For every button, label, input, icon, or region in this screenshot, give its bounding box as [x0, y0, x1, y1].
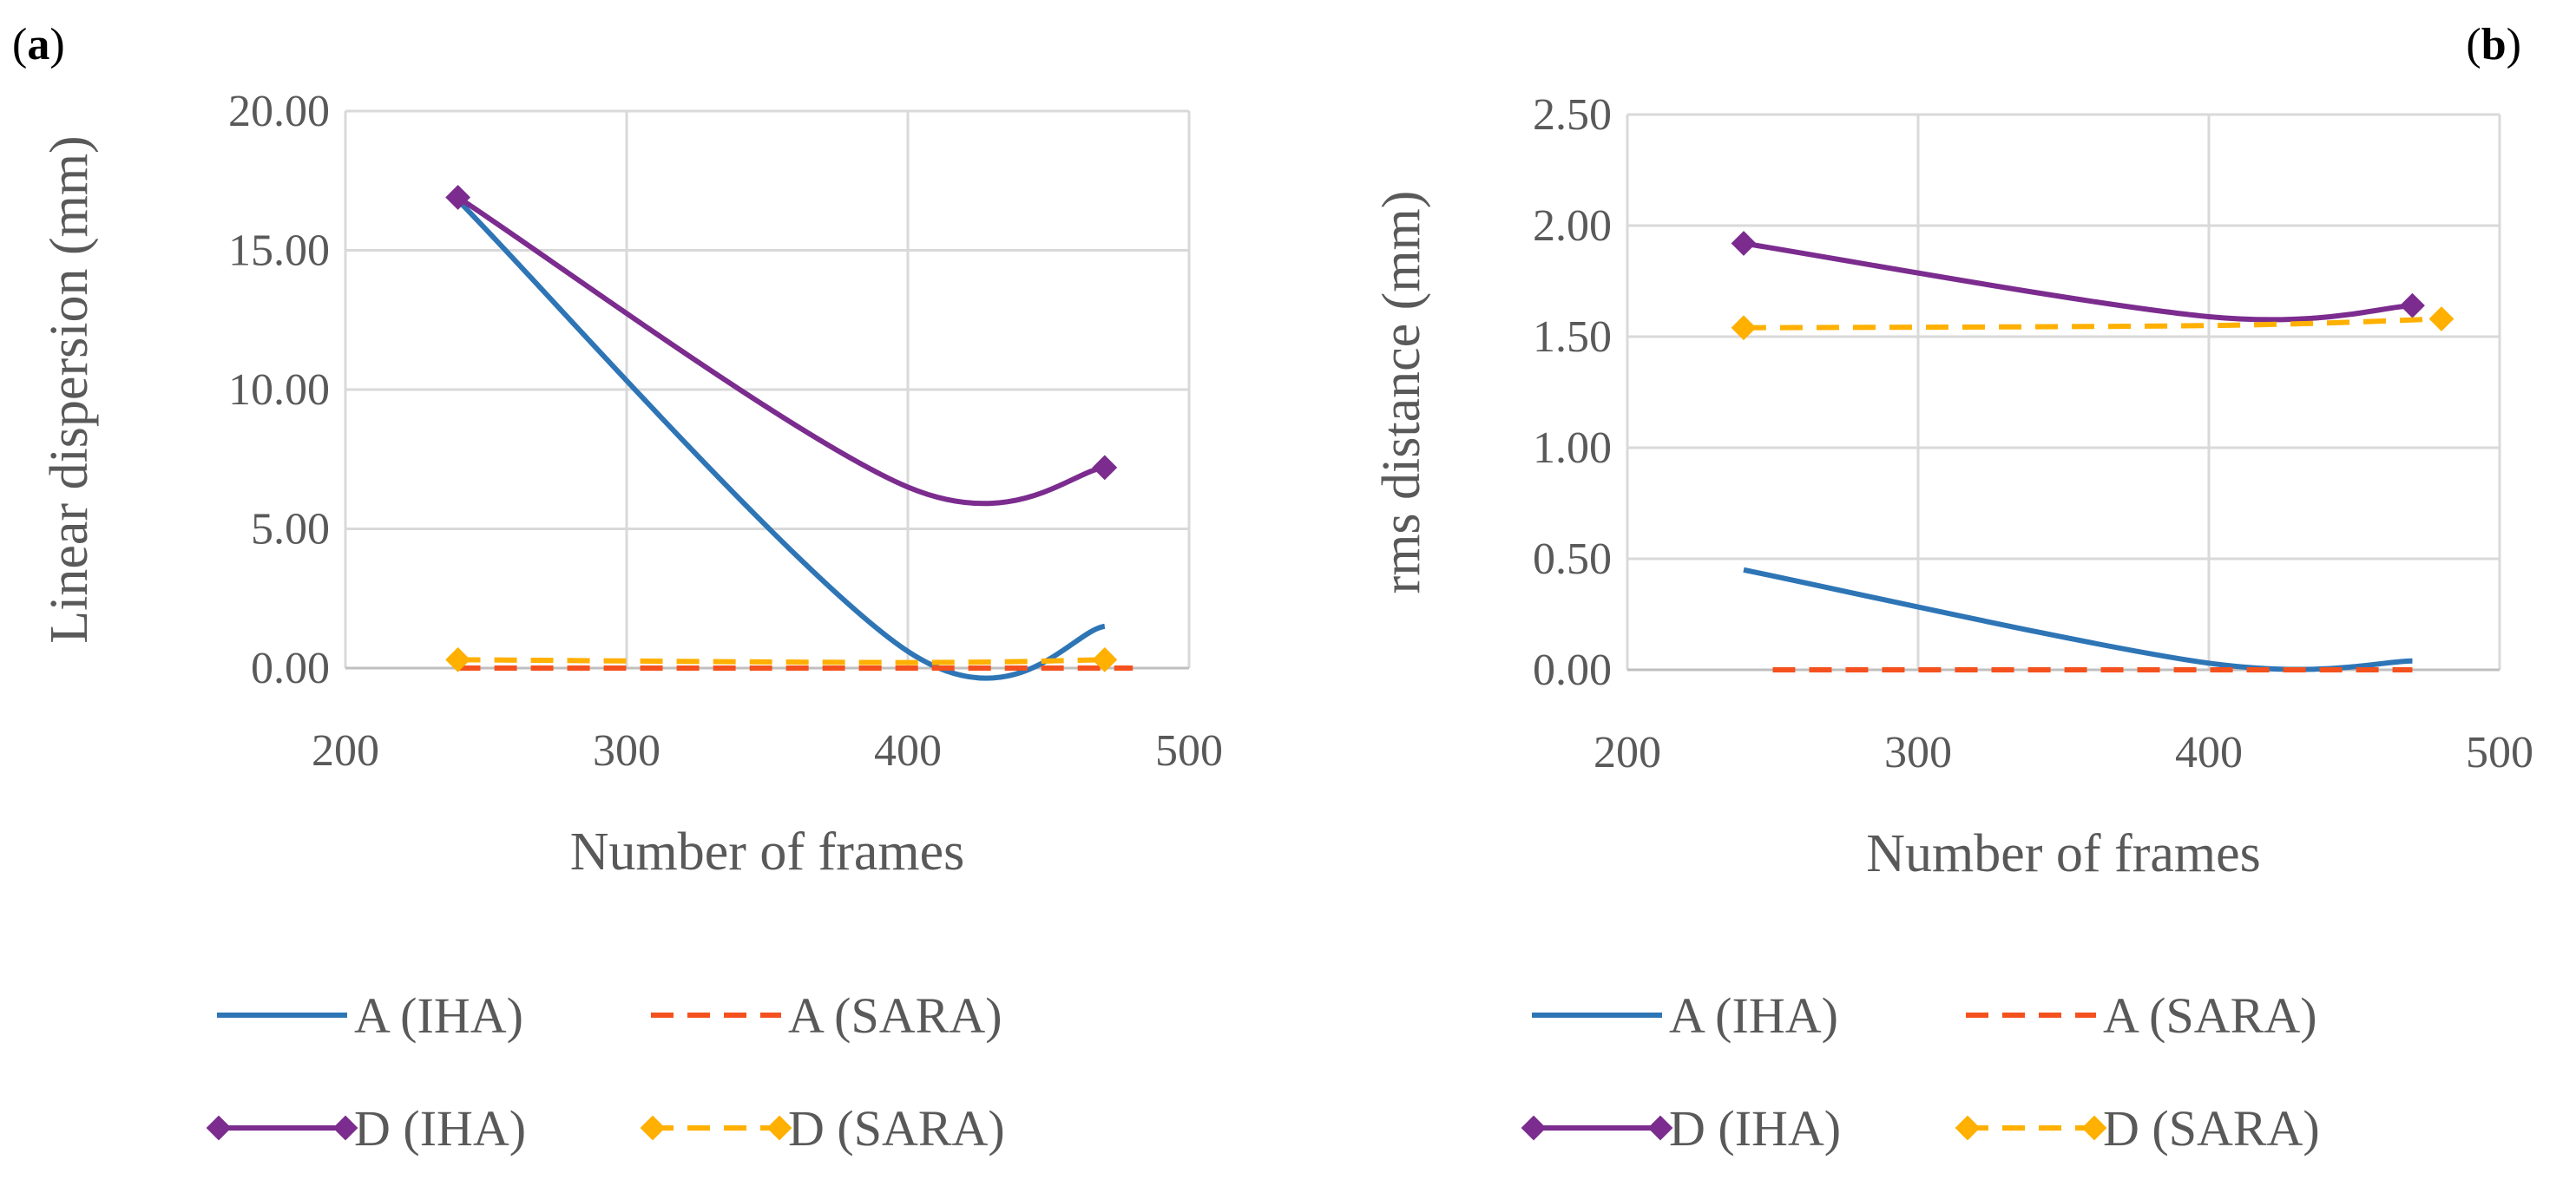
legend-entry: A (IHA) [1532, 987, 1838, 1044]
legend-marker [766, 1115, 792, 1141]
legend-entry: D (IHA) [1521, 1100, 1841, 1157]
series-point-marker [2428, 306, 2454, 331]
legend-marker [1521, 1115, 1547, 1141]
y-tick-label: 5.00 [251, 505, 330, 554]
series-point-marker [445, 646, 471, 672]
series-line [1743, 240, 2413, 323]
legend-entry: A (SARA) [651, 987, 1002, 1044]
series-point-marker [445, 185, 471, 210]
legend-marker [1955, 1115, 1981, 1141]
y-tick-label: 15.00 [228, 226, 330, 276]
y-tick-label: 0.50 [1533, 534, 1612, 584]
x-axis-title: Number of frames [570, 823, 965, 882]
series-point-marker [1731, 231, 1757, 256]
x-axis-title: Number of frames [1866, 824, 2261, 883]
y-tick-label: 2.00 [1533, 201, 1612, 251]
panel-label-open: ( [2466, 20, 2481, 69]
panel-label-close: ) [2507, 20, 2521, 69]
legend-label: A (IHA) [1669, 987, 1838, 1044]
legend-marker [332, 1115, 358, 1141]
y-tick-label: 10.00 [228, 365, 330, 415]
legend-entry: D (SARA) [640, 1100, 1005, 1157]
y-tick-label: 1.50 [1533, 312, 1612, 362]
series-line [1743, 567, 2413, 672]
legend-marker [640, 1115, 666, 1141]
x-tick-label: 500 [2466, 728, 2533, 777]
legend-label: D (SARA) [788, 1100, 1005, 1157]
x-tick-label: 400 [874, 726, 942, 776]
y-axis-title: Linear dispersion (mm) [40, 135, 99, 643]
series-point-marker [1092, 646, 1118, 672]
series-line [456, 198, 1106, 681]
x-tick-label: 300 [1884, 728, 1952, 777]
series-point-marker [2400, 292, 2425, 318]
x-tick-label: 200 [1594, 728, 1661, 777]
legend-label: D (SARA) [2103, 1100, 2320, 1157]
series-point-marker [1731, 315, 1757, 341]
y-tick-label: 1.00 [1533, 423, 1612, 473]
series-line [1743, 316, 2442, 331]
legend-label: A (SARA) [788, 987, 1002, 1044]
x-tick-label: 200 [312, 726, 379, 776]
legend-label: A (IHA) [354, 987, 523, 1044]
legend-entry: D (SARA) [1955, 1100, 2320, 1157]
y-tick-label: 20.00 [228, 87, 330, 136]
legend-entry: D (IHA) [206, 1100, 526, 1157]
legend-marker [2081, 1115, 2107, 1141]
legend-label: D (IHA) [354, 1100, 526, 1157]
x-tick-label: 500 [1155, 726, 1223, 776]
panel-label-letter: a [27, 20, 49, 69]
series-point-marker [1092, 455, 1118, 481]
chart-panel-a: (a) 200 300 400 500 0.00 5.00 10.00 15.00 20.00 Nu… [12, 20, 1223, 1157]
y-tick-label: 0.00 [251, 644, 330, 693]
y-tick-label: 0.00 [1533, 646, 1612, 695]
chart-panel-b: (b) 200 300 400 500 0.00 0.50 1.00 1.50 2.00 2.50 N… [1372, 20, 2533, 1157]
x-tick-label: 300 [593, 726, 660, 776]
panel-label: (b) [2466, 20, 2521, 69]
legend-entry: A (IHA) [217, 987, 523, 1044]
legend-entry: A (SARA) [1966, 987, 2317, 1044]
y-tick-label: 2.50 [1533, 90, 1612, 140]
legend-marker [1647, 1115, 1673, 1141]
panel-label-letter: b [2481, 20, 2507, 69]
series-line [457, 657, 1105, 665]
y-axis-title: rms distance (mm) [1372, 191, 1431, 594]
legend-label: A (SARA) [2103, 987, 2317, 1044]
panel-label: (a) [12, 20, 65, 69]
series-line [456, 194, 1106, 507]
legend-marker [206, 1115, 232, 1141]
panel-label-close: ) [49, 20, 64, 69]
legend-label: D (IHA) [1669, 1100, 1841, 1157]
x-tick-label: 400 [2175, 728, 2243, 777]
panel-label-open: ( [12, 20, 27, 69]
